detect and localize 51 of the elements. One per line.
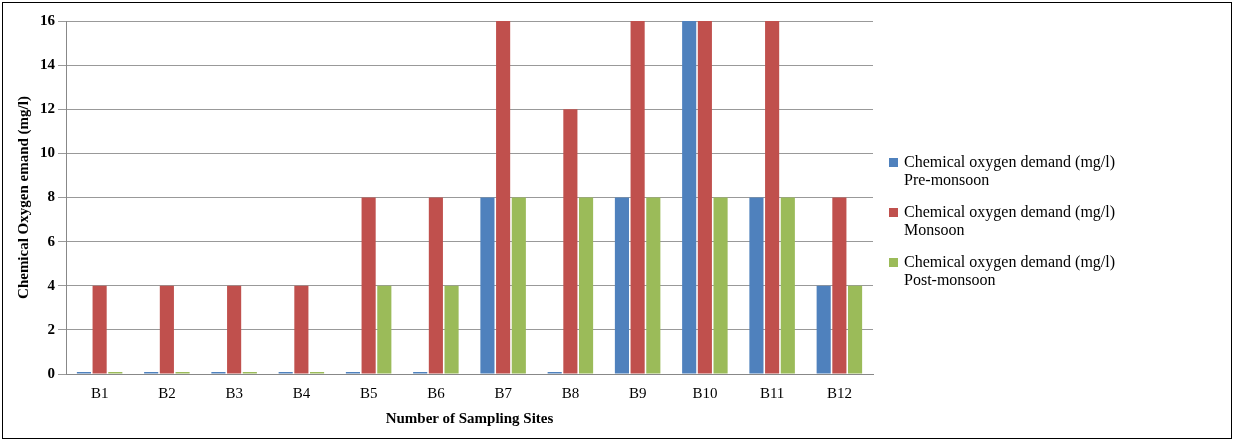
bar [848,285,863,374]
x-tick-label: B1 [90,384,109,401]
y-axis-title: Chemical Oxygen emand (mg/l) [14,96,32,299]
bar [749,197,764,374]
x-tick-label: B4 [292,384,311,401]
x-tick-label: B2 [158,384,176,401]
x-tick-label: B8 [561,384,580,401]
bar [614,197,629,374]
bar [159,285,174,374]
y-tick-label: 0 [47,364,55,381]
bar [579,197,594,374]
bar [227,285,242,374]
x-tick-label: B6 [427,384,446,401]
x-tick-label: B3 [225,384,243,401]
bar [496,21,511,374]
y-tick-label: 10 [40,144,55,161]
bar [563,109,578,374]
bar [511,197,526,374]
bar [646,197,661,374]
bar [361,197,376,374]
x-axis-title: Number of Sampling Sites [385,409,554,426]
bar [294,285,309,374]
x-tick-label: B11 [759,384,785,401]
y-tick-label: 8 [47,188,55,205]
bar [816,285,831,374]
bar [832,197,847,374]
y-tick-label: 14 [40,56,56,72]
bar [480,197,495,374]
x-tick-label: B12 [826,384,852,401]
bar [428,197,443,374]
bar [444,285,459,374]
x-tick-label: B5 [359,384,378,401]
x-tick-label: B7 [494,384,513,401]
y-tick-label: 2 [47,320,55,337]
bar [377,285,392,374]
bar [765,21,780,374]
y-tick-label: 16 [40,11,56,28]
legend-label: Chemical oxygen demand (mg/l) Pre-monsoon [904,152,1117,189]
bar [697,21,712,374]
legend-label: Chemical oxygen demand (mg/l) Post-monsoon [904,252,1117,289]
bar [780,197,795,374]
bar [630,21,645,374]
bar [92,285,107,374]
bar [682,21,697,374]
y-tick-label: 6 [47,232,56,249]
y-tick-label: 12 [40,100,55,117]
x-tick-label: B10 [692,384,718,401]
y-tick-label: 4 [47,276,56,293]
legend-label: Chemical oxygen demand (mg/l) Monsoon [904,202,1117,239]
bar [713,197,728,374]
x-tick-label: B9 [628,384,647,401]
